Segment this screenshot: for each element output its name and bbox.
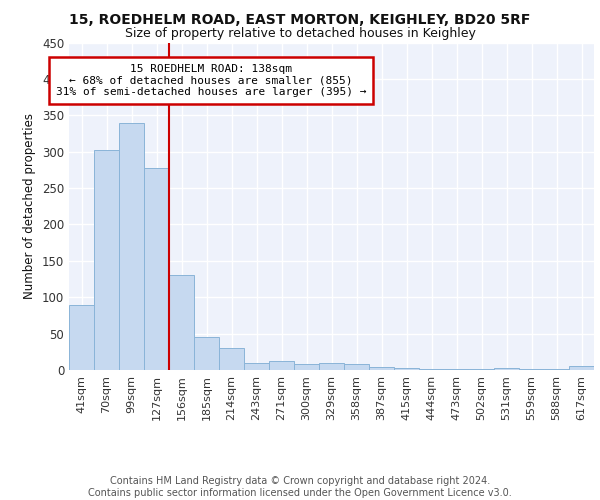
Bar bbox=[494, 368, 519, 370]
Bar bbox=[369, 367, 394, 370]
Text: 15 ROEDHELM ROAD: 138sqm
← 68% of detached houses are smaller (855)
31% of semi-: 15 ROEDHELM ROAD: 138sqm ← 68% of detach… bbox=[56, 64, 366, 97]
Bar bbox=[119, 122, 144, 370]
Bar bbox=[219, 348, 244, 370]
Bar bbox=[94, 150, 119, 370]
Bar bbox=[244, 362, 269, 370]
Bar bbox=[394, 368, 419, 370]
Y-axis label: Number of detached properties: Number of detached properties bbox=[23, 114, 37, 299]
Bar bbox=[194, 336, 219, 370]
Bar bbox=[169, 276, 194, 370]
Bar bbox=[294, 364, 319, 370]
Bar bbox=[144, 168, 169, 370]
Bar bbox=[544, 368, 569, 370]
Text: 15, ROEDHELM ROAD, EAST MORTON, KEIGHLEY, BD20 5RF: 15, ROEDHELM ROAD, EAST MORTON, KEIGHLEY… bbox=[70, 12, 530, 26]
Bar bbox=[569, 366, 594, 370]
Bar bbox=[419, 368, 444, 370]
Bar bbox=[444, 368, 469, 370]
Bar bbox=[269, 360, 294, 370]
Text: Size of property relative to detached houses in Keighley: Size of property relative to detached ho… bbox=[125, 28, 475, 40]
Bar bbox=[344, 364, 369, 370]
Bar bbox=[69, 304, 94, 370]
Bar bbox=[319, 364, 344, 370]
Text: Contains HM Land Registry data © Crown copyright and database right 2024.
Contai: Contains HM Land Registry data © Crown c… bbox=[88, 476, 512, 498]
